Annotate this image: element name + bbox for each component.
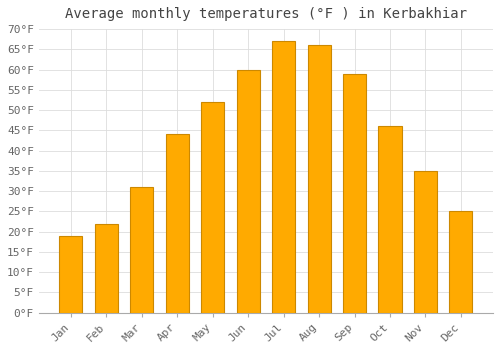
Bar [272, 41, 295, 313]
Bar [236, 70, 260, 313]
Bar [166, 134, 189, 313]
Bar [414, 171, 437, 313]
Bar [378, 126, 402, 313]
Bar [95, 224, 118, 313]
Bar [343, 74, 366, 313]
Bar [308, 45, 330, 313]
Bar [130, 187, 154, 313]
Bar [450, 211, 472, 313]
Bar [201, 102, 224, 313]
Bar [60, 236, 82, 313]
Title: Average monthly temperatures (°F ) in Kerbakhiar: Average monthly temperatures (°F ) in Ke… [65, 7, 467, 21]
